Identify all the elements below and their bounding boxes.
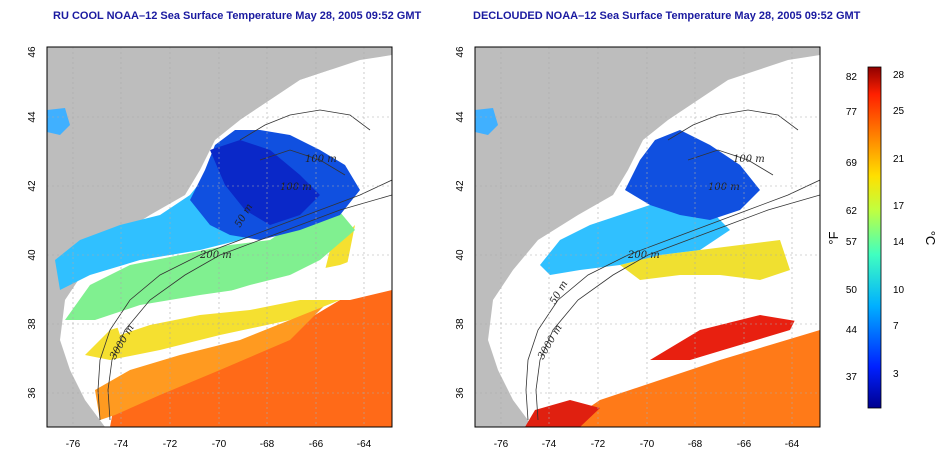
right-grid: [475, 47, 820, 427]
colorbar: °F °C 82 77 69 62 57 50 44 37 28 25 21 1…: [826, 66, 938, 409]
right-lon-74: -74: [542, 439, 557, 450]
right-map-frame: [474, 46, 821, 428]
f-tick: 69: [846, 158, 858, 169]
right-sst-cyan: [540, 200, 730, 275]
c-tick: 25: [893, 106, 905, 117]
right-lat-40: 40: [455, 249, 466, 261]
left-lon-64: -64: [357, 439, 372, 450]
c-tick: 10: [893, 285, 905, 296]
left-contour-3000: [107, 194, 392, 421]
left-lon-66: -66: [309, 439, 324, 450]
right-lat-42: 42: [455, 180, 466, 192]
f-tick: 57: [846, 237, 858, 248]
right-lon-76: -76: [494, 439, 509, 450]
left-lon-72: -72: [163, 439, 178, 450]
right-coastal-patch: [475, 108, 498, 135]
right-lat-38: 38: [455, 318, 466, 330]
left-lon-74: -74: [114, 439, 129, 450]
right-sst-blue: [625, 130, 760, 220]
right-contour-label-4: 200 m: [627, 250, 660, 261]
right-map-title: DECLOUDED NOAA–12 Sea Surface Temperatur…: [473, 10, 861, 22]
right-contour-200: [525, 179, 820, 421]
f-tick: 62: [846, 206, 858, 217]
right-lon-70: -70: [640, 439, 655, 450]
left-contour-200: [97, 179, 392, 421]
left-sst-deepblue: [210, 140, 320, 225]
left-lon-76: -76: [66, 439, 81, 450]
colorbar-f-label: °F: [826, 231, 841, 244]
left-grid: [47, 47, 392, 427]
right-lat-46: 46: [455, 46, 466, 58]
left-contour-label-4: 200 m: [199, 250, 232, 261]
c-tick: 3: [893, 369, 899, 380]
right-contour-label-2: 100 m: [708, 182, 740, 193]
f-tick: 44: [846, 325, 858, 336]
left-x-axis: -76 -74 -72 -70 -68 -66 -64: [66, 439, 372, 450]
left-lon-68: -68: [260, 439, 275, 450]
right-contour-100: [667, 109, 799, 176]
left-lat-46: 46: [27, 46, 38, 58]
right-sst-yellow: [620, 240, 790, 280]
colorbar-c-label: °C: [923, 231, 938, 246]
left-lat-36: 36: [27, 387, 38, 399]
left-map-title: RU COOL NOAA–12 Sea Surface Temperature …: [53, 10, 422, 22]
right-lon-66: -66: [737, 439, 752, 450]
f-tick: 82: [846, 72, 858, 83]
right-lat-36: 36: [455, 387, 466, 399]
right-lon-68: -68: [688, 439, 703, 450]
left-y-axis: 46 44 42 40 38 36: [27, 46, 38, 399]
right-clouds: [493, 285, 820, 345]
right-contour-label-1: 100 m: [733, 154, 765, 165]
c-tick: 14: [893, 237, 905, 248]
c-tick: 21: [893, 154, 905, 165]
left-contour-label-1: 100 m: [305, 154, 337, 165]
c-tick: 28: [893, 70, 905, 81]
left-lon-70: -70: [212, 439, 227, 450]
right-x-axis: -76 -74 -72 -70 -68 -66 -64: [494, 439, 800, 450]
left-map: 100 m 100 m 50 m 200 m 3000 m: [47, 47, 392, 427]
c-tick: 7: [893, 321, 899, 332]
left-contour-100: [239, 109, 371, 176]
f-tick: 37: [846, 372, 858, 383]
left-lat-38: 38: [27, 318, 38, 330]
colorbar-c-ticks: 28 25 21 17 14 10 7 3: [893, 70, 905, 380]
left-lat-40: 40: [27, 249, 38, 261]
left-coastal-patch: [47, 108, 70, 135]
c-tick: 17: [893, 201, 905, 212]
f-tick: 77: [846, 107, 858, 118]
left-lat-44: 44: [27, 111, 38, 123]
right-sst-warm: [560, 330, 820, 427]
left-sst-orange: [95, 300, 330, 420]
left-sst-yellow: [85, 225, 355, 360]
left-map-frame: [46, 46, 393, 428]
right-contour-3000: [535, 194, 820, 421]
right-lat-44: 44: [455, 111, 466, 123]
f-tick: 50: [846, 285, 858, 296]
left-sst-green: [65, 200, 355, 320]
right-sst-red2: [525, 400, 600, 427]
right-lon-72: -72: [591, 439, 606, 450]
left-contour-label-2: 100 m: [280, 182, 312, 193]
left-lat-42: 42: [27, 180, 38, 192]
colorbar-gradient: [867, 66, 882, 409]
right-y-axis: 46 44 42 40 38 36: [455, 46, 466, 399]
right-lon-64: -64: [785, 439, 800, 450]
colorbar-f-ticks: 82 77 69 62 57 50 44 37: [846, 72, 858, 383]
right-sst-red: [650, 310, 800, 360]
right-map: 100 m 100 m 50 m 200 m 3000 m: [475, 47, 820, 427]
left-clouds: [115, 245, 392, 335]
